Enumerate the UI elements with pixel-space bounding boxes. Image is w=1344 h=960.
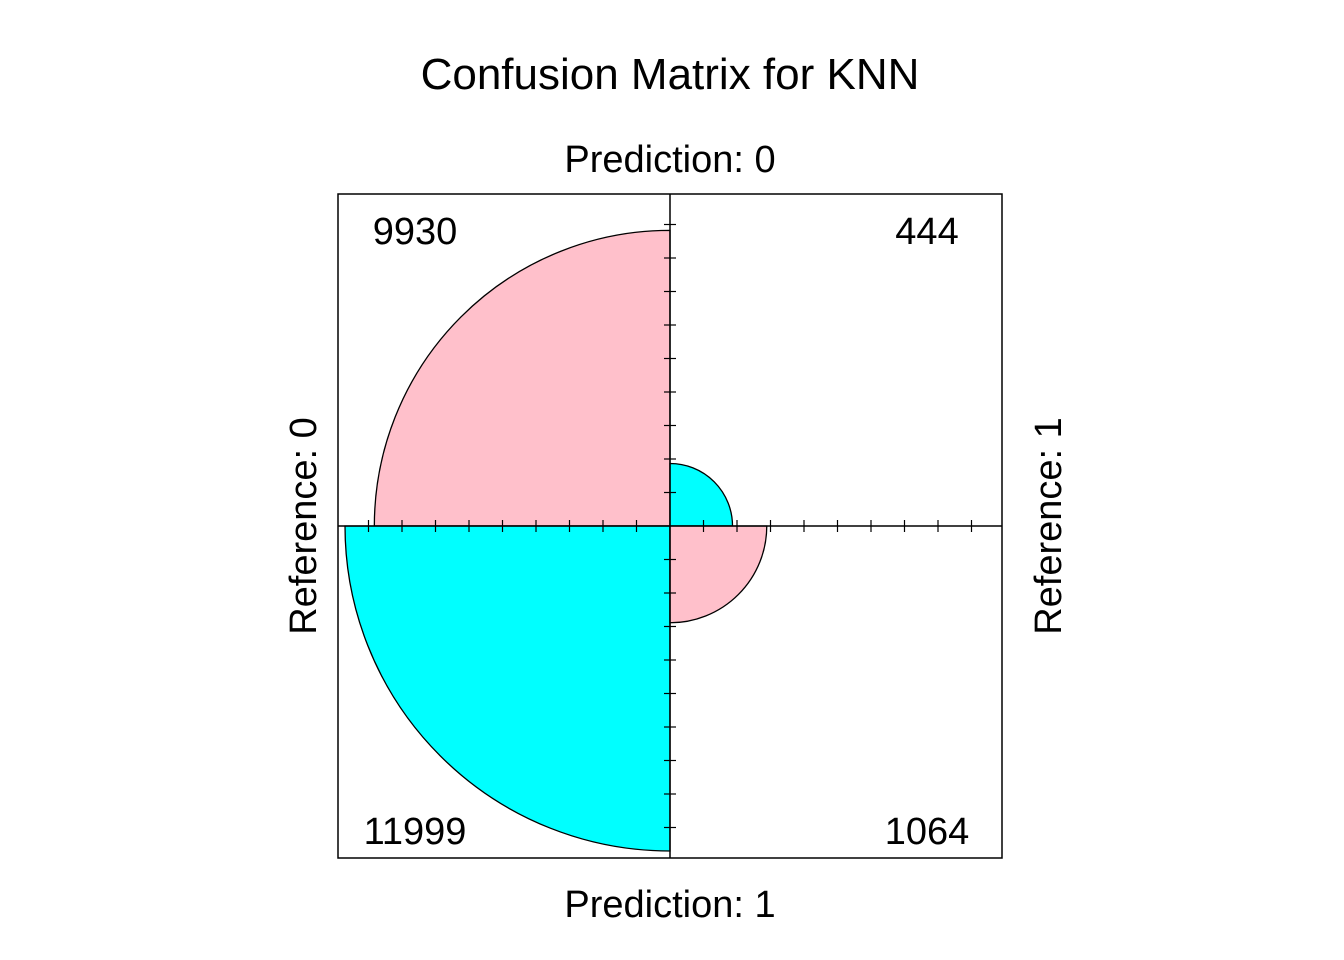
right-label: Reference: 1: [1028, 417, 1070, 635]
sector-top-right: [669, 462, 734, 527]
top-label: Prediction: 0: [564, 139, 775, 181]
chart-title: Confusion Matrix for KNN: [421, 50, 920, 99]
left-label: Reference: 0: [283, 417, 325, 635]
count-label-bottom-right: 1064: [885, 811, 970, 853]
count-label-top-right: 444: [895, 211, 958, 253]
sector-bottom-right: [669, 525, 768, 624]
count-label-bottom-left: 11999: [364, 811, 467, 853]
sector-bottom-left: [344, 525, 671, 852]
plot-area: 9930 444 11999 1064: [337, 193, 1003, 859]
sector-top-left: [373, 229, 671, 527]
bottom-label: Prediction: 1: [564, 884, 775, 926]
count-label-top-left: 9930: [373, 211, 458, 253]
